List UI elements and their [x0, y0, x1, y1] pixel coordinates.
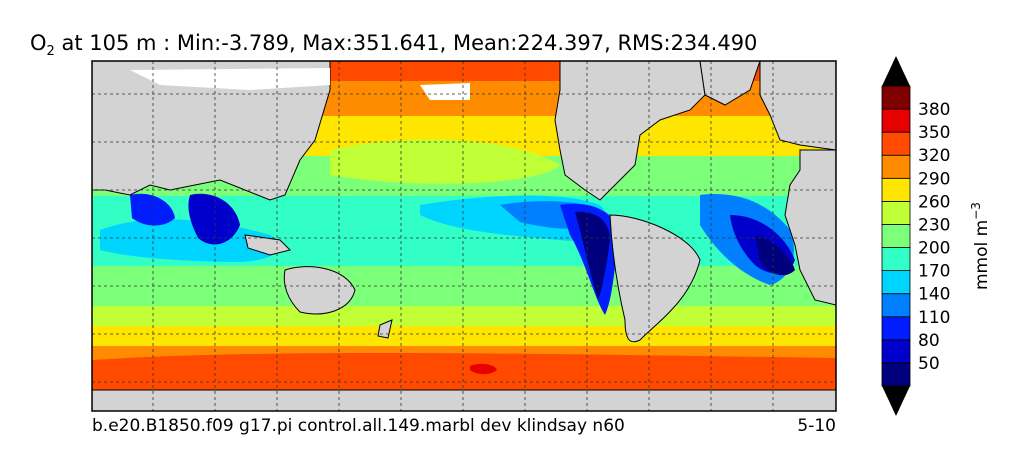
- colorbar-tick-label: 320: [918, 146, 950, 166]
- land-europe-asia: [759, 61, 836, 151]
- land-north-america: [554, 61, 706, 201]
- colorbar-swatch: [881, 362, 911, 387]
- colorbar-swatch: [881, 316, 911, 341]
- colorbar-unit-label: mmol m−3: [969, 202, 992, 290]
- land-south-america: [609, 214, 701, 343]
- sea-ice-beaufort: [420, 83, 470, 100]
- colorbar-tick-label: 380: [918, 100, 950, 120]
- colorbar-swatch: [881, 177, 911, 202]
- colorbar-swatch: [881, 85, 911, 110]
- peru-omz-core: [575, 211, 610, 300]
- colorbar-extend-max: [882, 56, 910, 86]
- colorbar: 50 80 110 140 170 200 230 260 290 320 350 380: [881, 56, 950, 416]
- colorbar-swatch: [881, 339, 911, 364]
- land-antarctica: [92, 389, 836, 411]
- pacific-north-green: [330, 139, 560, 184]
- graticule: [92, 61, 836, 411]
- map-panel: [92, 61, 836, 411]
- colorbar-tick-label: 200: [918, 239, 950, 259]
- land-asia-west: [92, 61, 331, 201]
- colorbar-extend-min: [882, 386, 910, 416]
- southern-red-spot: [470, 363, 497, 375]
- land-australia: [283, 266, 356, 315]
- colorbar-tick-label: 110: [918, 308, 950, 328]
- colorbar-tick-label: 230: [918, 215, 950, 235]
- colorbar-swatch: [881, 270, 911, 295]
- colorbar-swatch: [881, 293, 911, 318]
- land-indonesia: [244, 234, 291, 256]
- colorbar-swatch: [881, 224, 911, 248]
- atlantic-ne-deep: [755, 235, 795, 276]
- colorbar-tick-label: 50: [918, 354, 940, 374]
- colorbar-swatch: [881, 247, 911, 272]
- colorbar-tick-label: 350: [918, 123, 950, 143]
- arabian-sea: [130, 193, 175, 226]
- time-range: 5-10: [797, 416, 836, 436]
- band-south-mid: [92, 306, 836, 326]
- map-frame: [91, 60, 837, 412]
- land-new-zealand: [377, 319, 393, 339]
- colorbar-tick-label: 290: [918, 169, 950, 189]
- south-high-band-o2: [92, 353, 836, 371]
- sea-ice-arctic: [130, 68, 330, 90]
- land-greenland: [699, 61, 761, 106]
- run-caption: b.e20.B1850.f09 g17.pi control.all.149.m…: [92, 416, 625, 436]
- bay-of-bengal: [188, 193, 240, 245]
- colorbar-swatch: [881, 154, 911, 179]
- plot-title: O2 at 105 m : Min:-3.789, Max:351.641, M…: [30, 31, 757, 59]
- colorbar-swatch: [881, 200, 911, 225]
- colorbar-tick-label: 140: [918, 285, 950, 305]
- colorbar-tick-label: 80: [918, 331, 940, 351]
- colorbar-swatch: [881, 131, 911, 156]
- band-south-high: [92, 326, 836, 346]
- colorbar-tick-label: 260: [918, 192, 950, 212]
- colorbar-swatch: [881, 108, 911, 133]
- land-africa: [784, 149, 836, 306]
- colorbar-tick-label: 170: [918, 262, 950, 282]
